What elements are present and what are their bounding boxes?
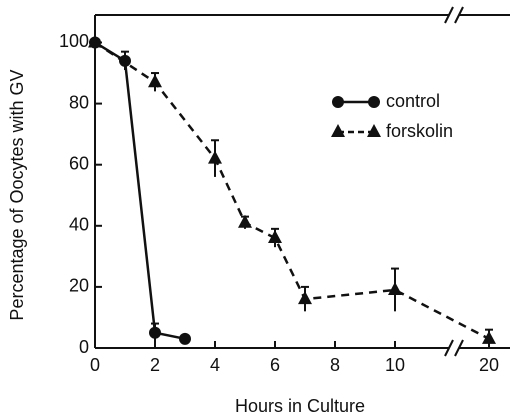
x-axis-label: Hours in Culture [235, 396, 365, 416]
axis-break [444, 6, 454, 24]
legend-marker [367, 124, 381, 137]
data-point [268, 230, 282, 244]
x-tick-label: 4 [210, 355, 220, 375]
x-tick-label: 10 [385, 355, 405, 375]
data-point [119, 54, 131, 67]
legend-label: forskolin [386, 121, 453, 141]
series-line [94, 41, 490, 340]
axis-break [454, 339, 464, 357]
y-tick-label: 20 [69, 276, 89, 296]
axis-break [454, 6, 464, 24]
x-tick-label: 20 [479, 355, 499, 375]
data-point [208, 150, 222, 164]
data-point [179, 332, 191, 345]
x-tick-label: 6 [270, 355, 280, 375]
legend-marker [331, 124, 345, 137]
x-tick-label: 8 [330, 355, 340, 375]
data-point [149, 326, 161, 339]
y-tick-label: 100 [59, 31, 89, 51]
data-point [148, 74, 162, 88]
y-tick-label: 80 [69, 92, 89, 112]
y-axis-label: Percentage of Oocytes with GV [7, 69, 27, 320]
x-tick-label: 0 [90, 355, 100, 375]
series-line [94, 41, 186, 341]
y-tick-label: 60 [69, 153, 89, 173]
data-point [238, 214, 252, 228]
legend-marker [332, 96, 344, 108]
data-point [298, 291, 312, 305]
data-point [88, 34, 102, 48]
data-point [388, 281, 402, 295]
x-tick-label: 2 [150, 355, 160, 375]
y-tick-label: 40 [69, 215, 89, 235]
y-tick-label: 0 [79, 337, 89, 357]
data-point [482, 330, 496, 344]
legend-marker [368, 96, 380, 108]
axis-break [444, 339, 454, 357]
legend-label: control [386, 91, 440, 111]
